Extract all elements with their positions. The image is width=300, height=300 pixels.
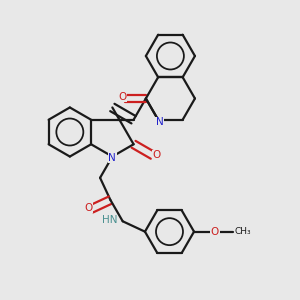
Text: N: N xyxy=(156,117,164,128)
Text: CH₃: CH₃ xyxy=(235,227,251,236)
Text: O: O xyxy=(152,150,161,160)
Text: O: O xyxy=(211,227,219,237)
Text: HN: HN xyxy=(102,215,118,225)
Text: O: O xyxy=(118,92,127,102)
Text: N: N xyxy=(109,152,116,163)
Text: O: O xyxy=(84,203,92,213)
